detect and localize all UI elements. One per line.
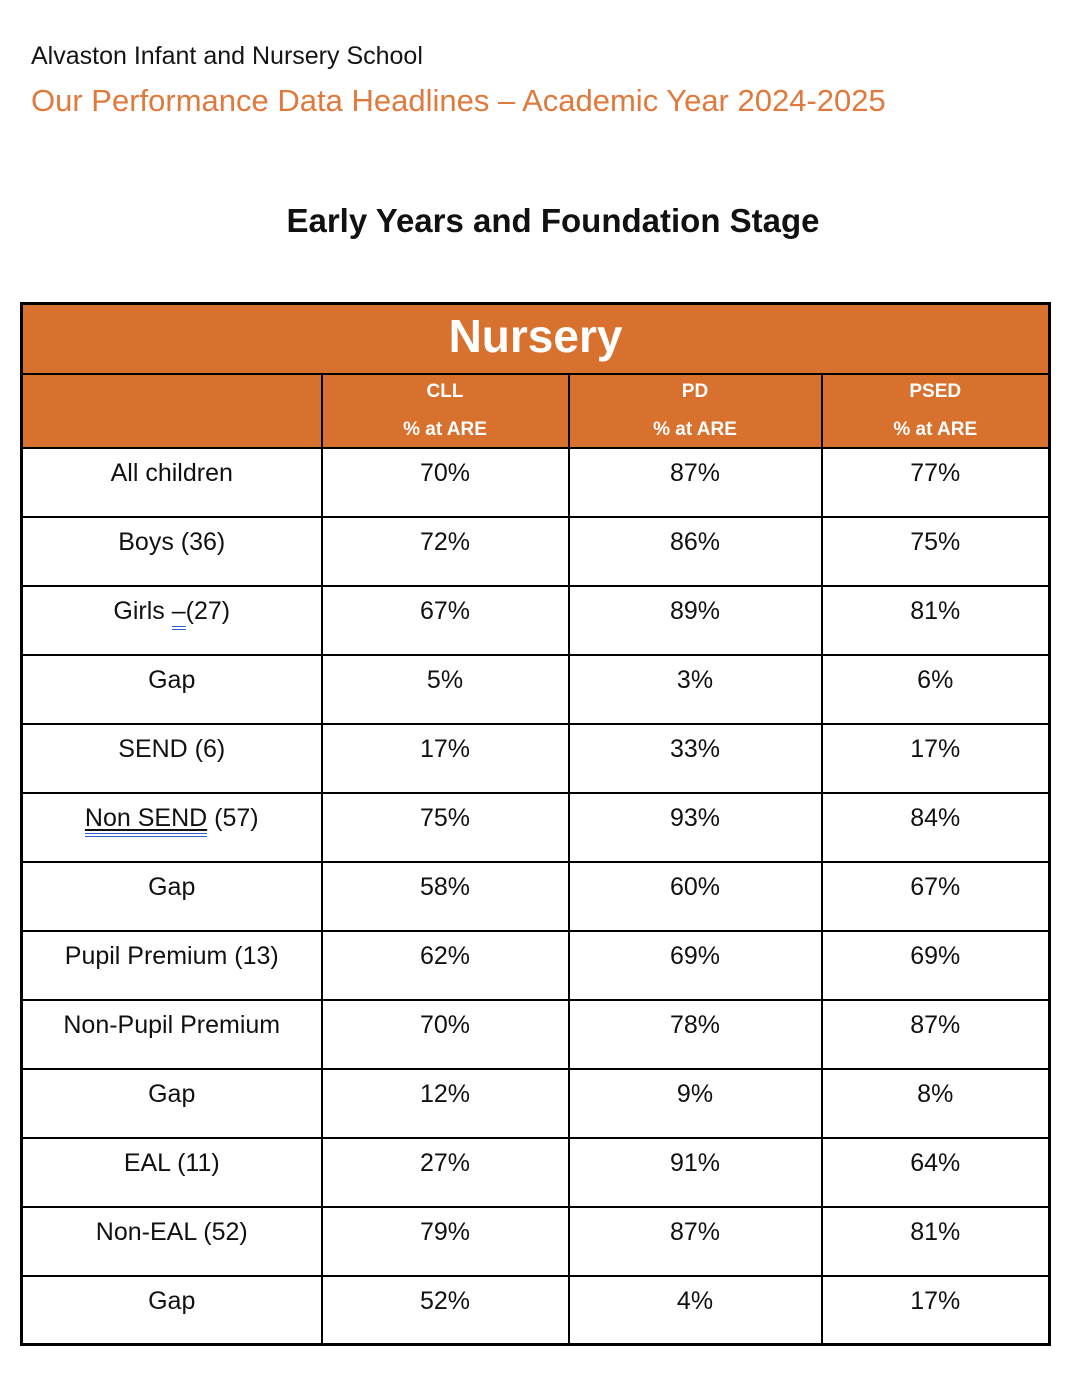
- table-row-gap-pp: Gap 12% 9% 8%: [20, 1067, 1051, 1139]
- row-label-cell: Non-Pupil Premium: [20, 998, 323, 1070]
- col-header-subject: CLL: [426, 380, 464, 402]
- value-cell-cll: 72%: [320, 515, 570, 587]
- value-cell-pd: 89%: [567, 584, 823, 656]
- value-cell-psed: 8%: [820, 1067, 1051, 1139]
- grammar-marked-label: Non SEND: [84, 803, 208, 837]
- label-text: (57): [207, 803, 259, 832]
- table-row-eal: EAL (11) 27% 91% 64%: [20, 1136, 1051, 1208]
- value-cell-psed: 17%: [820, 1274, 1051, 1346]
- value-cell-psed: 81%: [820, 584, 1051, 656]
- value-cell-psed: 69%: [820, 929, 1051, 1001]
- school-name: Alvaston Infant and Nursery School: [31, 42, 423, 70]
- value-cell-psed: 67%: [820, 860, 1051, 932]
- table-row-send: SEND (6) 17% 33% 17%: [20, 722, 1051, 794]
- value-cell-pd: 3%: [567, 653, 823, 725]
- document-title: Our Performance Data Headlines – Academi…: [31, 82, 886, 118]
- col-header-subject: PD: [681, 380, 709, 402]
- value-cell-psed: 64%: [820, 1136, 1051, 1208]
- label-text: Girls: [113, 596, 172, 625]
- table-row-non-pupil-premium: Non-Pupil Premium 70% 78% 87%: [20, 998, 1051, 1070]
- value-cell-cll: 67%: [320, 584, 570, 656]
- row-label-cell: Pupil Premium (13): [20, 929, 323, 1001]
- table-row-non-send: Non SEND (57) 75% 93% 84%: [20, 791, 1051, 863]
- value-cell-cll: 75%: [320, 791, 570, 863]
- value-cell-psed: 87%: [820, 998, 1051, 1070]
- row-label-cell: Gap: [20, 860, 323, 932]
- col-header-measure: % at ARE: [653, 418, 737, 440]
- col-header-psed: PSED % at ARE: [820, 372, 1051, 449]
- table-row-all-children: All children 70% 87% 77%: [20, 446, 1051, 518]
- value-cell-psed: 75%: [820, 515, 1051, 587]
- value-cell-pd: 33%: [567, 722, 823, 794]
- column-header-row: CLL % at ARE PD % at ARE PSED % at ARE: [20, 372, 1051, 449]
- value-cell-cll: 58%: [320, 860, 570, 932]
- value-cell-psed: 84%: [820, 791, 1051, 863]
- value-cell-cll: 62%: [320, 929, 570, 1001]
- value-cell-pd: 86%: [567, 515, 823, 587]
- col-header-measure: % at ARE: [893, 418, 978, 440]
- table-title: Nursery: [20, 302, 1051, 375]
- value-cell-pd: 91%: [567, 1136, 823, 1208]
- value-cell-cll: 12%: [320, 1067, 570, 1139]
- row-label-cell: Gap: [20, 653, 323, 725]
- row-label-cell: Girls –(27): [20, 584, 323, 656]
- value-cell-pd: 93%: [567, 791, 823, 863]
- table-row-girls: Girls –(27) 67% 89% 81%: [20, 584, 1051, 656]
- table-row-gap-send: Gap 58% 60% 67%: [20, 860, 1051, 932]
- row-label-cell: EAL (11): [20, 1136, 323, 1208]
- table-row-gap-eal: Gap 52% 4% 17%: [20, 1274, 1051, 1346]
- label-text: (27): [185, 596, 231, 625]
- value-cell-cll: 17%: [320, 722, 570, 794]
- row-label-cell: SEND (6): [20, 722, 323, 794]
- table-row-non-eal: Non-EAL (52) 79% 87% 81%: [20, 1205, 1051, 1277]
- table-row-pupil-premium: Pupil Premium (13) 62% 69% 69%: [20, 929, 1051, 1001]
- col-header-measure: % at ARE: [403, 418, 487, 440]
- table-row-gap-gender: Gap 5% 3% 6%: [20, 653, 1051, 725]
- table-title-row: Nursery: [20, 302, 1051, 375]
- value-cell-cll: 70%: [320, 446, 570, 518]
- value-cell-pd: 87%: [567, 1205, 823, 1277]
- row-label-cell: Non-EAL (52): [20, 1205, 323, 1277]
- value-cell-psed: 81%: [820, 1205, 1051, 1277]
- value-cell-cll: 5%: [320, 653, 570, 725]
- row-label-cell: Non SEND (57): [20, 791, 323, 863]
- value-cell-pd: 4%: [567, 1274, 823, 1346]
- section-title: Early Years and Foundation Stage: [286, 202, 820, 240]
- value-cell-pd: 9%: [567, 1067, 823, 1139]
- grammar-marked-dash: –: [171, 596, 186, 630]
- row-label-cell: All children: [20, 446, 323, 518]
- table-row-boys: Boys (36) 72% 86% 75%: [20, 515, 1051, 587]
- col-header-empty: [20, 372, 323, 449]
- row-label-cell: Gap: [20, 1274, 323, 1346]
- value-cell-pd: 60%: [567, 860, 823, 932]
- value-cell-cll: 52%: [320, 1274, 570, 1346]
- col-header-cll: CLL % at ARE: [320, 372, 570, 449]
- value-cell-psed: 17%: [820, 722, 1051, 794]
- row-label-cell: Boys (36): [20, 515, 323, 587]
- value-cell-psed: 6%: [820, 653, 1051, 725]
- value-cell-cll: 70%: [320, 998, 570, 1070]
- value-cell-cll: 79%: [320, 1205, 570, 1277]
- row-label-cell: Gap: [20, 1067, 323, 1139]
- nursery-performance-table: Nursery CLL % at ARE PD % at ARE PSED % at …: [20, 302, 1051, 1347]
- value-cell-pd: 78%: [567, 998, 823, 1070]
- value-cell-psed: 77%: [820, 446, 1051, 518]
- col-header-pd: PD % at ARE: [567, 372, 823, 449]
- value-cell-cll: 27%: [320, 1136, 570, 1208]
- value-cell-pd: 87%: [567, 446, 823, 518]
- value-cell-pd: 69%: [567, 929, 823, 1001]
- col-header-subject: PSED: [909, 380, 962, 402]
